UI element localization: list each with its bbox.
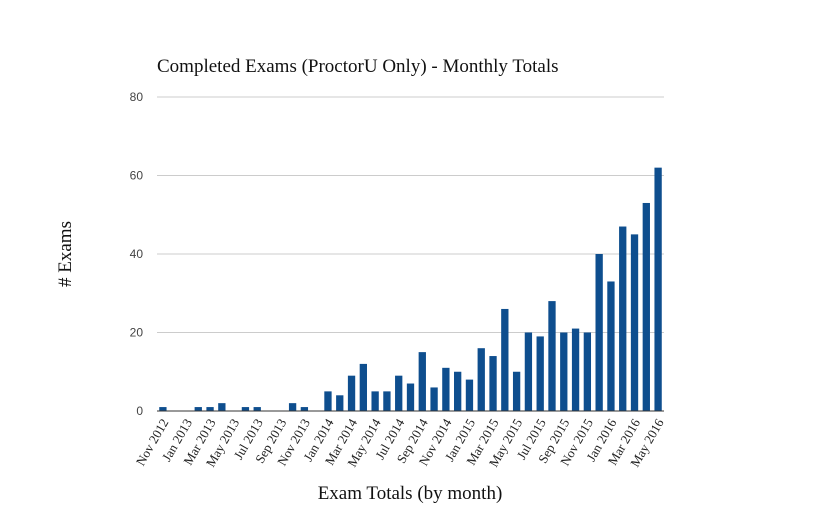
bar: [454, 371, 462, 411]
bar: [583, 332, 592, 411]
bar: [654, 167, 662, 411]
bar: [194, 407, 202, 411]
bar: [630, 234, 639, 411]
bar: [548, 301, 556, 411]
bar: [206, 407, 214, 411]
bar: [489, 356, 497, 411]
bar: [619, 226, 627, 411]
bar: [300, 407, 309, 411]
bar: [642, 202, 650, 411]
bar: [418, 352, 426, 411]
y-axis-ticks: 0 20 40 60 80: [130, 90, 144, 418]
bar: [336, 395, 344, 411]
bar: [607, 281, 615, 411]
y-tick-label: 60: [130, 169, 144, 183]
bar: [501, 308, 509, 411]
bar: [465, 379, 474, 411]
bar: [536, 336, 544, 411]
bar: [288, 403, 297, 411]
y-tick-label: 40: [130, 247, 144, 261]
bar: [524, 332, 533, 411]
bar: [430, 387, 438, 411]
y-tick-label: 20: [130, 326, 144, 340]
bar: [359, 363, 367, 411]
bar: [383, 391, 391, 411]
y-tick-label: 0: [136, 404, 143, 418]
bar: [560, 332, 568, 411]
bar: [253, 407, 261, 411]
bar: [442, 367, 450, 411]
x-axis-title: Exam Totals (by month): [318, 483, 503, 504]
bar: [477, 348, 485, 411]
chart-title: Completed Exams (ProctorU Only) - Monthl…: [157, 56, 559, 77]
bar: [347, 375, 356, 411]
gridlines: [157, 96, 664, 333]
bar: [595, 254, 603, 411]
bar: [324, 391, 332, 411]
bar: [512, 371, 521, 411]
bar: [218, 403, 226, 411]
y-tick-label: 80: [130, 90, 144, 104]
bar: [371, 391, 379, 411]
bar: [241, 407, 250, 411]
bar: [406, 383, 415, 411]
bar: [395, 375, 403, 411]
bar: [571, 328, 580, 411]
y-axis-title: # Exams: [55, 221, 76, 287]
bars: [159, 167, 662, 411]
bar: [159, 407, 167, 411]
